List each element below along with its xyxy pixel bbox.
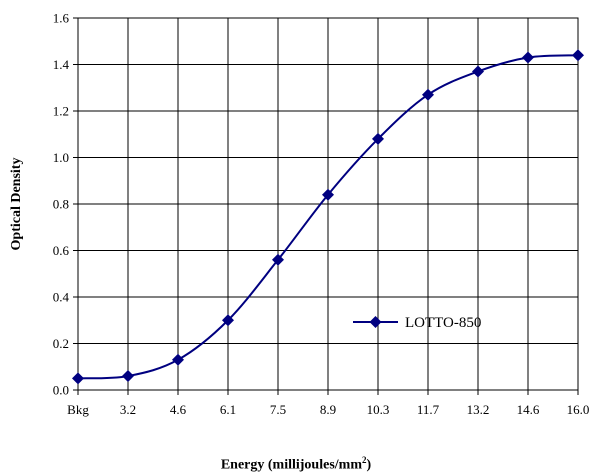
x-tick-label: 10.3 (367, 402, 390, 417)
y-axis-label: Optical Density (9, 158, 24, 251)
x-axis-label-end: ) (366, 457, 372, 473)
data-point-marker (522, 51, 534, 64)
y-tick-label: 0.0 (53, 383, 69, 398)
x-tick-label: 16.0 (567, 402, 590, 417)
x-tick-labels: Bkg 3.2 4.6 6.1 7.5 8.9 10.3 11.7 13.2 14.6 16.0 (67, 390, 589, 417)
y-tick-label: 1.6 (53, 11, 70, 26)
x-axis-label: Energy (millijoules/mm2) (0, 455, 592, 474)
y-tick-label: 1.4 (53, 57, 70, 72)
data-point-marker (222, 314, 234, 327)
data-point-marker (572, 49, 584, 62)
legend: LOTTO-850 (353, 315, 481, 331)
x-axis-label-main: Energy (millijoules/mm (220, 457, 362, 473)
data-point-marker (172, 353, 184, 366)
data-point-marker (372, 132, 384, 145)
x-tick-label: 3.2 (120, 402, 136, 417)
y-tick-label: 0.2 (53, 336, 69, 351)
x-tick-label: 7.5 (270, 402, 286, 417)
x-tick-label: 11.7 (417, 402, 440, 417)
x-tick-label: 4.6 (170, 402, 187, 417)
x-tick-label: Bkg (67, 402, 89, 417)
x-tick-label: 14.6 (517, 402, 540, 417)
y-tick-labels: 0.0 0.2 0.4 0.6 0.8 1.0 1.2 1.4 1.6 (53, 11, 78, 398)
x-tick-label: 6.1 (220, 402, 236, 417)
x-tick-label: 13.2 (467, 402, 490, 417)
y-tick-label: 0.4 (53, 290, 70, 305)
data-point-marker (472, 65, 484, 78)
data-point-marker (72, 372, 84, 385)
data-point-marker (322, 188, 334, 201)
series-markers (72, 49, 584, 385)
grid-lines (78, 18, 578, 390)
y-tick-label: 1.0 (53, 150, 69, 165)
legend-marker (369, 316, 382, 328)
legend-label: LOTTO-850 (405, 315, 481, 331)
data-point-marker (122, 370, 134, 383)
y-tick-label: 0.6 (53, 243, 70, 258)
y-tick-label: 0.8 (53, 197, 69, 212)
x-tick-label: 8.9 (320, 402, 336, 417)
data-point-marker (422, 88, 434, 101)
y-tick-label: 1.2 (53, 104, 69, 119)
x-axis-label-superscript: 2 (361, 455, 367, 465)
data-point-marker (272, 253, 284, 266)
